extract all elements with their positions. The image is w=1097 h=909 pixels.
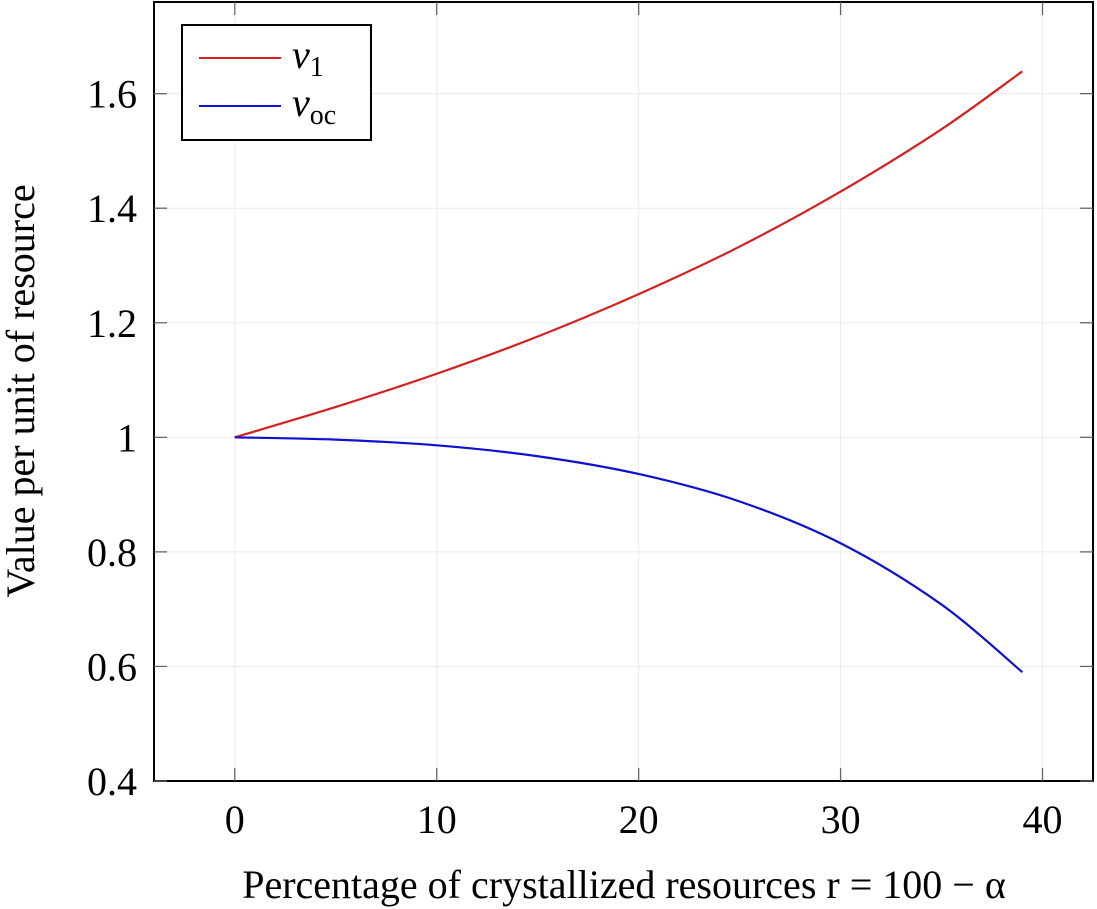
- y-tick-label: 0.6: [87, 644, 137, 689]
- x-tick-labels: 0 10 20 30 40: [225, 797, 1063, 842]
- x-tick-label: 0: [225, 797, 245, 842]
- x-tick-label: 10: [417, 797, 457, 842]
- legend-label-voc-main: v: [292, 80, 310, 125]
- y-tick-label: 0.4: [87, 759, 137, 804]
- y-tick-labels: 0.4 0.6 0.8 1 1.2 1.4 1.6: [87, 72, 137, 804]
- x-tick-label: 30: [821, 797, 861, 842]
- legend-box: [182, 25, 371, 140]
- x-tick-label: 40: [1023, 797, 1063, 842]
- legend: v1 voc: [182, 25, 371, 140]
- y-axis-label: Value per unit of resource: [0, 184, 43, 597]
- x-axis-label: Percentage of crystallized resources r =…: [242, 862, 1006, 907]
- legend-label-v1-sub: 1: [310, 52, 324, 83]
- legend-label-v1-main: v: [292, 32, 310, 77]
- y-tick-label: 0.8: [87, 530, 137, 575]
- y-tick-label: 1: [117, 415, 137, 460]
- x-tick-label: 20: [619, 797, 659, 842]
- series-line-voc: [235, 437, 1023, 672]
- legend-label-voc-sub: oc: [310, 100, 336, 131]
- series-lines: [235, 71, 1023, 672]
- y-tick-label: 1.4: [87, 186, 137, 231]
- y-tick-label: 1.6: [87, 72, 137, 117]
- y-tick-label: 1.2: [87, 301, 137, 346]
